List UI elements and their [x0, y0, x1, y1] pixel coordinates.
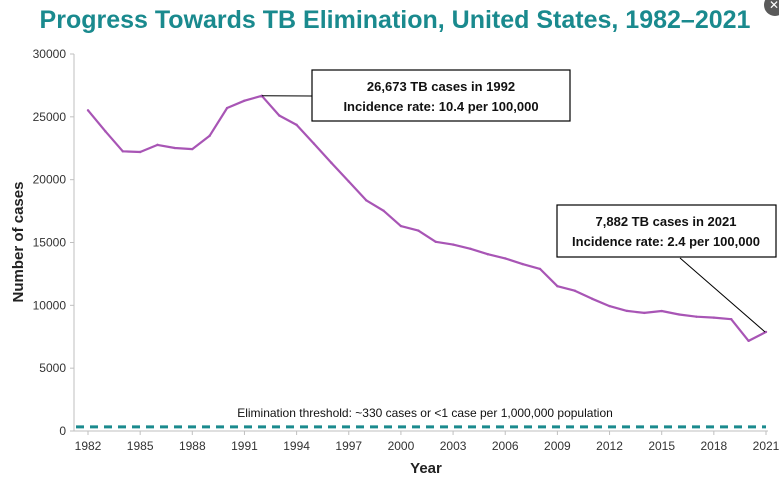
x-tick-label: 2012 — [596, 439, 623, 453]
data-point — [643, 311, 646, 315]
annotation-2021-box — [556, 204, 777, 258]
data-point — [486, 253, 490, 256]
x-tick-label: 1994 — [283, 439, 310, 453]
data-point — [364, 199, 368, 202]
data-point — [590, 297, 594, 300]
x-tick-label: 2000 — [388, 439, 415, 453]
y-tick-label: 10000 — [33, 298, 67, 312]
annotation-1992-box — [311, 69, 571, 122]
data-point — [538, 267, 542, 271]
x-tick-label: 1991 — [231, 439, 258, 453]
x-tick-label: 2003 — [440, 439, 467, 453]
x-tick-label: 1997 — [335, 439, 362, 453]
y-tick-label: 30000 — [33, 47, 67, 61]
data-point — [521, 262, 524, 266]
data-point — [573, 289, 576, 292]
y-tick-labels: 0 5000 10000 15000 20000 25000 30000 — [33, 47, 74, 438]
x-tick-label: 2006 — [492, 439, 519, 453]
data-point — [208, 134, 211, 137]
data-point — [330, 161, 333, 165]
annotation-2021: 7,882 TB cases in 2021 Incidence rate: 2… — [556, 204, 777, 333]
x-tick-label: 1982 — [75, 439, 102, 453]
data-point — [278, 114, 281, 117]
y-tick-label: 20000 — [33, 173, 67, 187]
data-point — [382, 209, 385, 212]
x-tick-label: 1988 — [179, 439, 206, 453]
x-tick-label: 2021 — [753, 439, 779, 453]
data-point — [347, 180, 350, 183]
x-tick-label: 2009 — [544, 439, 571, 453]
chart-title: Progress Towards TB Elimination, United … — [40, 6, 751, 34]
x-tick-label: 2015 — [648, 439, 675, 453]
annotation-2021-line1: 7,882 TB cases in 2021 — [596, 214, 737, 229]
data-point — [312, 142, 316, 145]
x-tick-label: 2018 — [700, 439, 727, 453]
y-tick-label: 15000 — [33, 236, 67, 250]
data-point — [677, 313, 681, 316]
tb-cases-points — [86, 94, 768, 343]
annotation-2021-line2: Incidence rate: 2.4 per 100,000 — [572, 234, 760, 249]
annotation-2021-leader — [679, 257, 766, 333]
data-point — [156, 143, 159, 147]
data-point — [625, 309, 629, 313]
y-tick-label: 5000 — [39, 361, 66, 375]
data-point — [730, 317, 733, 321]
y-axis-title: Number of cases — [10, 182, 27, 303]
data-point — [469, 247, 472, 250]
annotation-1992: 26,673 TB cases in 1992 Incidence rate: … — [261, 69, 571, 122]
data-point — [556, 284, 559, 288]
y-tick-label: 0 — [59, 424, 66, 438]
annotation-1992-line1: 26,673 TB cases in 1992 — [367, 79, 515, 94]
data-point — [243, 99, 246, 102]
data-point — [225, 106, 229, 110]
data-point — [138, 150, 142, 154]
data-point — [417, 229, 420, 232]
data-point — [121, 150, 124, 153]
data-point — [764, 330, 768, 334]
tb-cases-line — [87, 94, 767, 342]
data-point — [451, 243, 455, 246]
data-point — [608, 304, 611, 308]
data-point — [191, 147, 194, 151]
data-point — [295, 123, 298, 127]
data-point — [504, 257, 507, 260]
data-point — [695, 315, 698, 318]
data-point — [434, 240, 437, 244]
x-axis-title: Year — [410, 460, 442, 477]
data-point — [660, 309, 663, 313]
x-tick-label: 1985 — [127, 439, 154, 453]
x-tick-labels: 1982 1985 1988 1991 1994 1997 2000 2003 2006 2009… — [75, 431, 779, 453]
annotation-1992-line2: Incidence rate: 10.4 per 100,000 — [343, 99, 538, 114]
y-tick-label: 25000 — [33, 110, 67, 124]
elimination-threshold-label: Elimination threshold: ~330 cases or <1 … — [237, 406, 613, 420]
data-point — [86, 109, 90, 112]
data-point — [712, 316, 716, 319]
data-point — [260, 94, 264, 98]
data-point — [747, 339, 750, 343]
data-point — [173, 146, 177, 150]
data-point — [104, 130, 107, 133]
close-icon[interactable]: ✕ — [764, 0, 779, 16]
data-point — [399, 224, 403, 228]
